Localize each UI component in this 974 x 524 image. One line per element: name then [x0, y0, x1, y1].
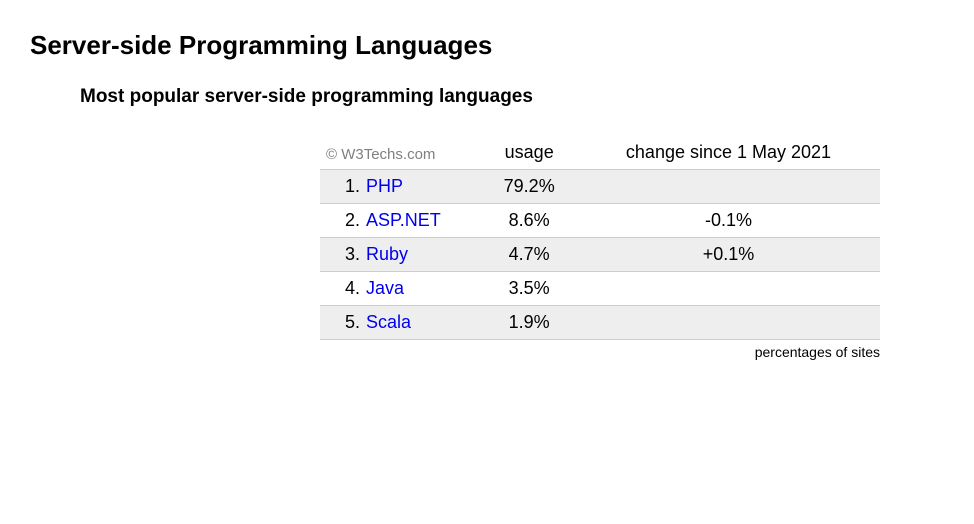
col-usage: usage [481, 138, 577, 170]
language-link[interactable]: PHP [366, 176, 403, 196]
name-cell: PHP [362, 170, 481, 204]
rank-cell: 5. [320, 306, 362, 340]
usage-cell: 4.7% [481, 238, 577, 272]
name-cell: Java [362, 272, 481, 306]
footnote: percentages of sites [320, 344, 880, 360]
table-row: 2. ASP.NET 8.6% -0.1% [320, 204, 880, 238]
rank-cell: 1. [320, 170, 362, 204]
language-link[interactable]: Java [366, 278, 404, 298]
table-row: 5. Scala 1.9% [320, 306, 880, 340]
change-cell [577, 306, 880, 340]
rank-cell: 4. [320, 272, 362, 306]
usage-cell: 3.5% [481, 272, 577, 306]
table-row: 1. PHP 79.2% [320, 170, 880, 204]
table-row: 4. Java 3.5% [320, 272, 880, 306]
change-cell [577, 170, 880, 204]
change-cell: -0.1% [577, 204, 880, 238]
rank-cell: 3. [320, 238, 362, 272]
page-title: Server-side Programming Languages [30, 30, 944, 61]
table-container: © W3Techs.com usage change since 1 May 2… [320, 138, 880, 360]
languages-table: © W3Techs.com usage change since 1 May 2… [320, 138, 880, 340]
change-cell [577, 272, 880, 306]
change-cell: +0.1% [577, 238, 880, 272]
usage-cell: 79.2% [481, 170, 577, 204]
name-cell: Ruby [362, 238, 481, 272]
col-change: change since 1 May 2021 [577, 138, 880, 170]
usage-cell: 8.6% [481, 204, 577, 238]
usage-cell: 1.9% [481, 306, 577, 340]
language-link[interactable]: ASP.NET [366, 210, 441, 230]
language-link[interactable]: Ruby [366, 244, 408, 264]
language-link[interactable]: Scala [366, 312, 411, 332]
table-row: 3. Ruby 4.7% +0.1% [320, 238, 880, 272]
page-subtitle: Most popular server-side programming lan… [80, 86, 944, 108]
name-cell: ASP.NET [362, 204, 481, 238]
rank-cell: 2. [320, 204, 362, 238]
source-label: © W3Techs.com [320, 138, 481, 170]
name-cell: Scala [362, 306, 481, 340]
